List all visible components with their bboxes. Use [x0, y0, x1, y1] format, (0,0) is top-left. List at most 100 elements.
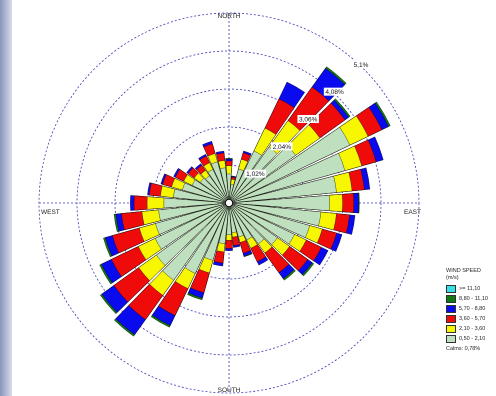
legend-title-line2: (m/s) — [446, 274, 459, 281]
calm-center — [224, 198, 233, 207]
ring-label-5: 5,1% — [354, 62, 369, 69]
petal-150deg — [228, 202, 269, 266]
petal-330deg — [198, 154, 230, 204]
petal-90deg — [228, 192, 360, 214]
petal-110-bin-5 — [228, 202, 310, 238]
petal-290-bin-5 — [182, 182, 230, 204]
legend-label-2: 5,70 - 8,80 — [459, 305, 486, 312]
legend-label-3: 3,60 - 5,70 — [459, 315, 486, 322]
petal-80deg — [228, 167, 371, 204]
petal-120deg — [228, 202, 329, 266]
legend-swatch-1 — [446, 295, 456, 304]
ring-label-4: 4,08% — [325, 89, 344, 96]
petal-180deg — [225, 202, 233, 251]
legend: WIND SPEED (m/s) >= 11,10 8,80 - 11,10 5,7… — [446, 268, 494, 353]
petal-130-bin-5 — [228, 202, 278, 245]
legend-swatch-2 — [446, 305, 456, 314]
petal-310deg — [186, 166, 230, 204]
petal-270-bin-5 — [163, 197, 230, 209]
petal-260deg — [113, 202, 230, 232]
petal-190deg — [213, 202, 230, 267]
petal-100deg — [228, 202, 356, 235]
legend-label-0: >= 11,10 — [459, 285, 481, 292]
petal-20-bin-5 — [228, 168, 244, 204]
petal-200deg — [187, 202, 230, 301]
petal-350-bin-5 — [219, 167, 230, 204]
petal-210-bin-5 — [184, 202, 230, 274]
petal-160deg — [228, 202, 253, 258]
legend-item-5: 0,50 - 2,10 — [446, 334, 494, 344]
ring-label-bg-5 — [352, 60, 370, 69]
ring-label-1: 1,02% — [246, 171, 265, 178]
wind-rose-chart: NORTH SOUTH EAST WEST 1,02% 2,04% 3,06% 4,08% 5,… — [38, 12, 421, 394]
legend-item-3: 3,60 - 5,70 — [446, 314, 494, 324]
petal-350deg — [215, 150, 230, 204]
petal-20deg — [228, 150, 252, 204]
petal-270deg — [130, 195, 230, 211]
ring-label-bg-3 — [297, 114, 319, 123]
petal-70deg — [228, 136, 384, 204]
petal-60deg — [228, 101, 391, 204]
petal-0-bin-5 — [226, 173, 232, 204]
legend-item-4: 2,10 - 3,60 — [446, 324, 494, 334]
legend-title-line1: WIND SPEED — [446, 268, 481, 274]
legend-swatch-5 — [446, 335, 456, 344]
legend-swatch-4 — [446, 325, 456, 334]
background-strip — [0, 0, 12, 396]
compass-south: SOUTH — [218, 387, 241, 394]
legend-label-1: 8,80 - 11,10 — [459, 295, 488, 302]
legend-swatch-3 — [446, 315, 456, 324]
legend-title: WIND SPEED (m/s) — [446, 268, 494, 281]
ring-label-bg-1 — [244, 169, 267, 178]
petal-340-bin-5 — [211, 161, 230, 204]
petal-280-bin-5 — [173, 188, 230, 204]
petal-210deg — [150, 202, 230, 328]
petal-200-bin-5 — [204, 202, 230, 261]
petal-140deg — [228, 202, 296, 281]
legend-label-5: 0,50 - 2,10 — [459, 335, 486, 342]
petal-150-bin-5 — [228, 202, 253, 241]
petals — [99, 66, 391, 337]
petal-130deg — [228, 202, 315, 277]
petal-100-bin-5 — [228, 202, 322, 227]
petal-60-bin-5 — [228, 126, 351, 204]
petal-140-bin-5 — [228, 202, 265, 245]
petal-300deg — [173, 168, 230, 204]
ring-label-3: 3,06% — [299, 116, 318, 123]
petal-110deg — [228, 202, 343, 252]
petal-170deg — [228, 202, 241, 248]
petal-120-bin-5 — [228, 202, 295, 245]
legend-item-2: 5,70 - 8,80 — [446, 304, 494, 314]
petal-320-bin-5 — [205, 175, 230, 204]
petal-250-bin-5 — [155, 202, 230, 235]
petal-310-bin-5 — [199, 177, 230, 204]
petal-240-bin-5 — [154, 202, 230, 250]
legend-rows: >= 11,10 8,80 - 11,10 5,70 - 8,80 3,60 - 5,… — [446, 284, 494, 344]
petal-160-bin-5 — [228, 202, 244, 238]
ring-label-2: 2,04% — [273, 144, 292, 151]
petal-90-bin-5 — [228, 195, 330, 211]
petal-220deg — [114, 202, 230, 337]
calms-label: Calms: 0,78% — [446, 346, 481, 353]
ring-label-bg-4 — [323, 87, 346, 96]
petal-170-bin-5 — [228, 202, 237, 233]
legend-item-1: 8,80 - 11,10 — [446, 294, 494, 304]
petal-0deg — [225, 158, 233, 204]
legend-label-4: 2,10 - 3,60 — [459, 325, 486, 332]
compass-north: NORTH — [218, 13, 241, 20]
petal-230-bin-5 — [156, 202, 230, 266]
petal-330-bin-5 — [207, 169, 230, 204]
petal-240deg — [99, 202, 230, 285]
compass-east: EAST — [404, 209, 421, 216]
labels: NORTH SOUTH EAST WEST 1,02% 2,04% 3,06% 4,08% 5,… — [41, 13, 421, 394]
petal-180-bin-5 — [226, 202, 232, 235]
petal-300-bin-5 — [191, 179, 230, 204]
petal-70-bin-5 — [228, 153, 346, 204]
petal-320deg — [194, 163, 230, 204]
petal-80-bin-5 — [228, 175, 337, 204]
petal-250deg — [103, 202, 230, 258]
ring-label-bg-2 — [271, 142, 293, 151]
petal-230deg — [100, 202, 230, 315]
petal-340deg — [202, 141, 230, 204]
petal-290deg — [160, 173, 230, 204]
